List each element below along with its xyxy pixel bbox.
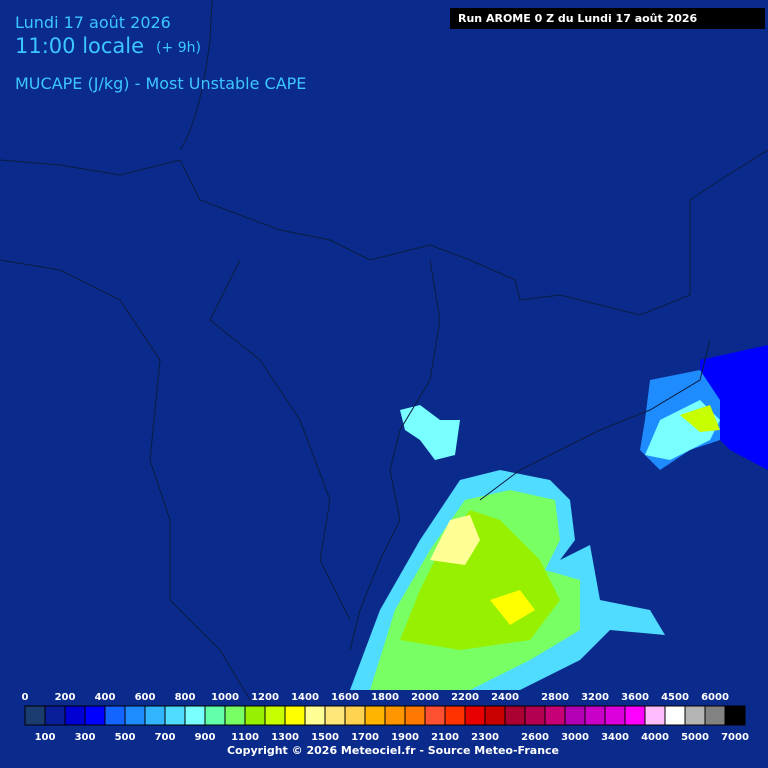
legend-swatch — [124, 705, 146, 726]
legend-swatch — [704, 705, 726, 726]
legend-swatch — [104, 705, 126, 726]
legend-label: 500 — [115, 732, 136, 743]
legend-swatch — [544, 705, 566, 726]
legend-label: 700 — [155, 732, 176, 743]
legend-label: 1400 — [291, 692, 319, 703]
legend-swatch — [644, 705, 666, 726]
border — [479, 339, 711, 501]
legend-swatch — [324, 705, 346, 726]
legend-label: 5000 — [681, 732, 709, 743]
legend-swatch — [44, 705, 66, 726]
border — [0, 259, 251, 701]
legend-label: 1500 — [311, 732, 339, 743]
legend-label: 6000 — [701, 692, 729, 703]
legend-swatch — [224, 705, 246, 726]
border — [179, 0, 213, 151]
legend-swatch — [144, 705, 166, 726]
legend-label: 600 — [135, 692, 156, 703]
legend-label: 3600 — [621, 692, 649, 703]
legend-label: 1600 — [331, 692, 359, 703]
legend-swatch — [284, 705, 306, 726]
legend-swatch — [724, 705, 746, 726]
legend-label: 0 — [22, 692, 29, 703]
cape-area — [490, 590, 535, 625]
legend-swatch — [244, 705, 266, 726]
legend-swatch — [484, 705, 506, 726]
legend-swatch — [504, 705, 526, 726]
legend-label: 1800 — [371, 692, 399, 703]
forecast-time: 11:00 locale — [15, 34, 144, 58]
legend-label: 200 — [55, 692, 76, 703]
legend-swatch — [84, 705, 106, 726]
cape-area — [430, 515, 480, 565]
run-box — [450, 8, 765, 29]
parameter-title: MUCAPE (J/kg) - Most Unstable CAPE — [15, 74, 306, 93]
legend-label: 3200 — [581, 692, 609, 703]
legend-swatch — [344, 705, 366, 726]
legend-swatch — [164, 705, 186, 726]
legend-label: 1900 — [391, 732, 419, 743]
legend-label: 1100 — [231, 732, 259, 743]
legend-label: 800 — [175, 692, 196, 703]
legend-swatch — [264, 705, 286, 726]
legend-label: 1200 — [251, 692, 279, 703]
legend-label: 2600 — [521, 732, 549, 743]
copyright: Copyright © 2026 Meteociel.fr - Source M… — [227, 744, 559, 757]
legend-label: 300 — [75, 732, 96, 743]
cape-area — [680, 405, 720, 432]
legend-label: 2200 — [451, 692, 479, 703]
legend-swatch — [304, 705, 326, 726]
legend-label: 3000 — [561, 732, 589, 743]
legend-label: 3400 — [601, 732, 629, 743]
legend-swatch — [464, 705, 486, 726]
legend-swatch — [584, 705, 606, 726]
legend-label: 4000 — [641, 732, 669, 743]
legend-label: 2300 — [471, 732, 499, 743]
legend-swatch — [24, 705, 46, 726]
legend-swatch — [684, 705, 706, 726]
legend: 0 100 200 300 400 500 600 700 800 900 1000 1100 1200… — [22, 692, 749, 743]
cape-area — [700, 345, 768, 470]
legend-swatch — [404, 705, 426, 726]
run-label: Run AROME 0 Z du Lundi 17 août 2026 — [458, 12, 698, 25]
legend-label: 2800 — [541, 692, 569, 703]
cape-areas — [350, 345, 768, 690]
legend-label: 900 — [195, 732, 216, 743]
cape-area — [400, 405, 460, 460]
legend-swatch — [664, 705, 686, 726]
legend-label: 2100 — [431, 732, 459, 743]
forecast-offset: (+ 9h) — [156, 40, 201, 56]
legend-swatch — [64, 705, 86, 726]
legend-swatch — [204, 705, 226, 726]
legend-label: 400 — [95, 692, 116, 703]
legend-label: 1300 — [271, 732, 299, 743]
legend-swatch — [524, 705, 546, 726]
legend-swatch — [184, 705, 206, 726]
legend-swatch — [424, 705, 446, 726]
legend-label: 7000 — [721, 732, 749, 743]
borders — [0, 0, 768, 701]
legend-label: 100 — [35, 732, 56, 743]
forecast-date: Lundi 17 août 2026 — [15, 13, 171, 32]
legend-label: 2000 — [411, 692, 439, 703]
legend-label: 4500 — [661, 692, 689, 703]
legend-swatch — [384, 705, 406, 726]
border — [0, 149, 768, 316]
legend-swatch — [444, 705, 466, 726]
border — [209, 259, 351, 621]
legend-swatch — [364, 705, 386, 726]
legend-swatch — [624, 705, 646, 726]
border — [349, 259, 441, 651]
legend-swatch — [604, 705, 626, 726]
legend-label: 1000 — [211, 692, 239, 703]
legend-label: 1700 — [351, 732, 379, 743]
legend-swatch — [564, 705, 586, 726]
legend-label: 2400 — [491, 692, 519, 703]
